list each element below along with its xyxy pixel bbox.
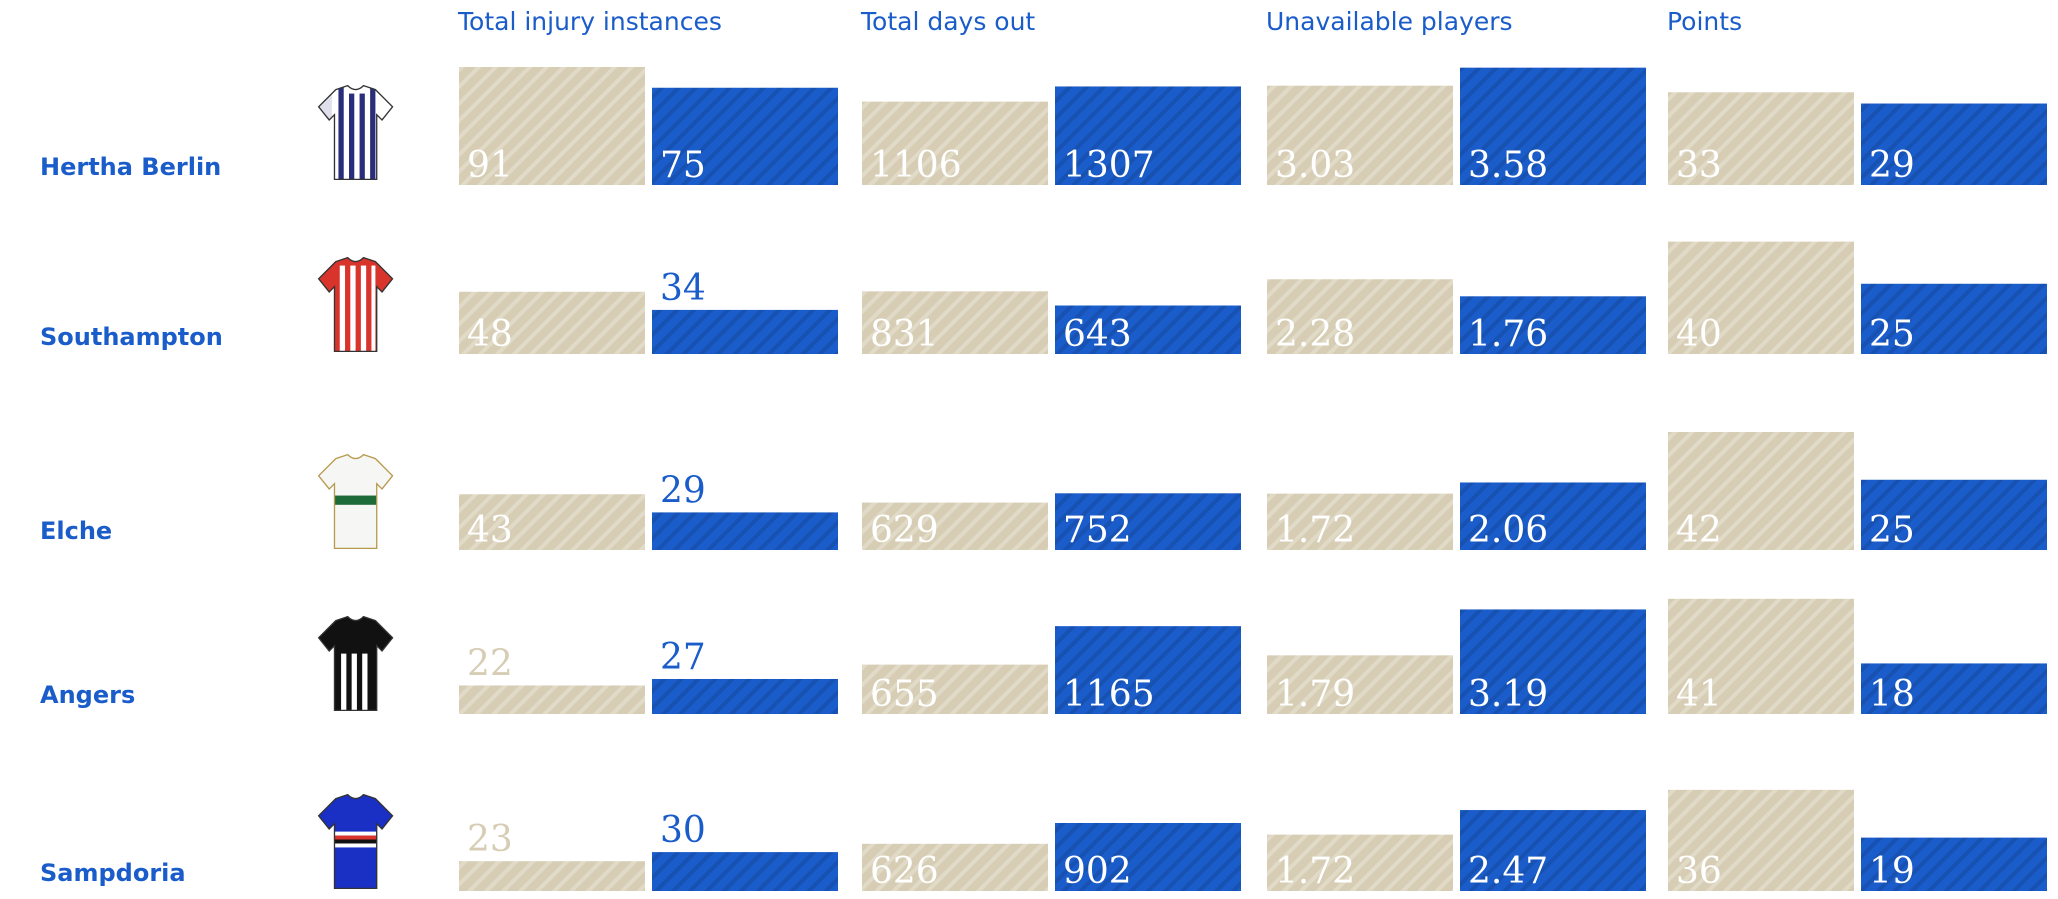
value-label: 25 [1869, 510, 1915, 551]
value-label: 1106 [870, 145, 962, 186]
shirt-icon [317, 256, 394, 353]
value-label: 1.79 [1275, 674, 1355, 715]
value-label: 19 [1869, 851, 1915, 892]
value-label: 91 [467, 145, 513, 186]
bar [1267, 279, 1453, 354]
bar [1668, 92, 1854, 185]
column-header: Total injury instances [457, 7, 722, 36]
bar [1668, 789, 1854, 891]
bar [1055, 822, 1241, 891]
value-label: 1.72 [1275, 510, 1355, 551]
value-label: 752 [1063, 510, 1132, 551]
bar [862, 843, 1048, 891]
value-label: 626 [870, 851, 939, 892]
value-label: 40 [1676, 314, 1722, 355]
bar [1668, 598, 1854, 714]
value-label: 3.19 [1468, 674, 1548, 715]
value-label: 18 [1869, 674, 1915, 715]
bar [1460, 482, 1646, 550]
value-label: 48 [467, 314, 513, 355]
value-label: 36 [1676, 851, 1722, 892]
bar [652, 87, 838, 185]
value-label: 902 [1063, 851, 1132, 892]
bar [1460, 296, 1646, 354]
value-label: 1307 [1063, 145, 1155, 186]
value-label: 30 [660, 810, 706, 851]
value-label: 27 [660, 637, 706, 678]
bar [1460, 810, 1646, 891]
value-label: 643 [1063, 314, 1132, 355]
value-label: 33 [1676, 145, 1722, 186]
team-name: Southampton [40, 323, 223, 351]
value-label: 29 [1869, 145, 1915, 186]
bar [459, 685, 645, 714]
bar [459, 861, 645, 891]
value-label: 1165 [1063, 674, 1155, 715]
bar [1267, 85, 1453, 185]
bar [862, 502, 1048, 550]
value-label: 43 [467, 510, 513, 551]
column-header: Unavailable players [1266, 7, 1513, 36]
value-label: 29 [660, 470, 706, 511]
bar [1055, 493, 1241, 550]
bar [1055, 86, 1241, 185]
value-label: 2.06 [1468, 510, 1548, 551]
value-label: 1.72 [1275, 851, 1355, 892]
bar [1267, 834, 1453, 891]
bar [1861, 479, 2047, 550]
value-label: 3.58 [1468, 145, 1548, 186]
column-header: Total days out [860, 7, 1035, 36]
bar [652, 852, 838, 891]
column-header: Points [1667, 7, 1742, 36]
bar [1861, 283, 2047, 354]
bar [459, 67, 645, 185]
bar [1267, 493, 1453, 550]
bar [652, 678, 838, 714]
bar [1055, 305, 1241, 354]
shirt-icon [317, 793, 394, 890]
bar [459, 291, 645, 354]
value-label: 34 [660, 268, 706, 309]
shirt-icon [317, 615, 394, 712]
bar [1861, 663, 2047, 714]
value-label: 629 [870, 510, 939, 551]
bar [652, 512, 838, 550]
bar [1055, 626, 1241, 714]
bar [862, 664, 1048, 714]
value-label: 2.47 [1468, 851, 1548, 892]
team-name: Elche [40, 517, 112, 545]
value-label: 75 [660, 145, 706, 186]
bar [1861, 837, 2047, 891]
bar [459, 494, 645, 550]
bar [1668, 432, 1854, 550]
bar [862, 291, 1048, 354]
bar [652, 309, 838, 354]
shirt-icon [317, 84, 394, 181]
bar [1267, 655, 1453, 714]
value-label: 42 [1676, 510, 1722, 551]
value-label: 23 [467, 819, 513, 860]
bar [1668, 241, 1854, 354]
shirt-icon [317, 453, 394, 550]
team-name: Angers [40, 681, 135, 709]
value-label: 655 [870, 674, 939, 715]
value-label: 25 [1869, 314, 1915, 355]
bar [1460, 609, 1646, 714]
bar [1460, 67, 1646, 185]
value-label: 3.03 [1275, 145, 1355, 186]
bar [862, 101, 1048, 185]
team-name: Sampdoria [40, 859, 186, 887]
value-label: 1.76 [1468, 314, 1548, 355]
bar [1861, 103, 2047, 185]
value-label: 831 [870, 314, 939, 355]
team-name: Hertha Berlin [40, 153, 221, 181]
value-label: 41 [1676, 674, 1722, 715]
value-label: 2.28 [1275, 314, 1355, 355]
value-label: 22 [467, 643, 513, 684]
